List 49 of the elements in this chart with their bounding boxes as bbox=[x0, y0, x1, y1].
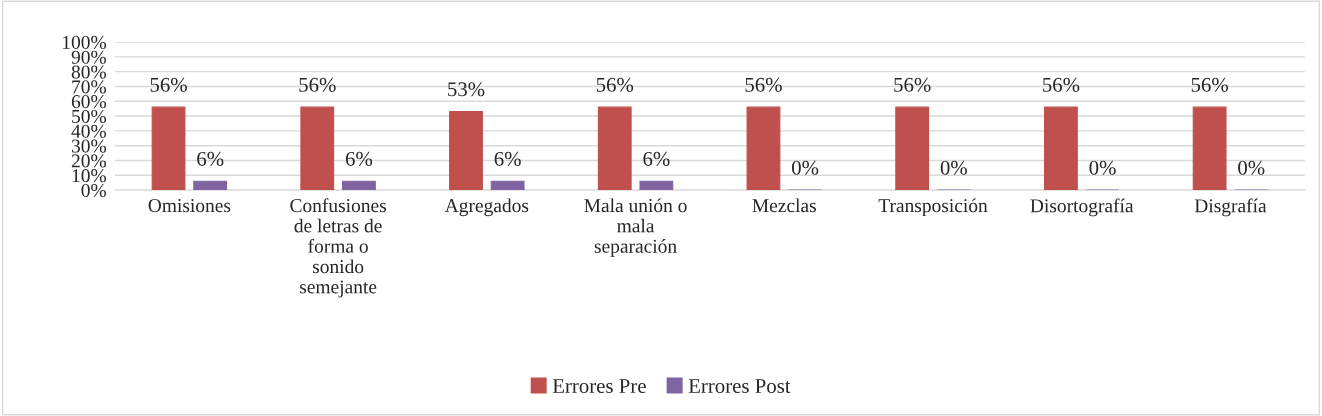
bar bbox=[639, 180, 674, 191]
bar bbox=[490, 180, 525, 191]
x-tick-label: Omisiones bbox=[148, 199, 231, 213]
bar bbox=[1043, 106, 1078, 191]
bar bbox=[449, 111, 483, 191]
y-tick-label: 20% bbox=[71, 154, 107, 168]
bar bbox=[746, 106, 781, 191]
y-tick-label: 30% bbox=[71, 139, 107, 153]
bar bbox=[342, 180, 376, 191]
bar bbox=[895, 106, 930, 191]
data-label: 56% bbox=[894, 77, 931, 92]
data-label: 53% bbox=[448, 82, 485, 97]
data-label: 6% bbox=[643, 151, 670, 166]
y-tick-label: 10% bbox=[72, 169, 107, 183]
y-tick-label: 100% bbox=[63, 35, 107, 50]
data-label: 6% bbox=[197, 151, 224, 166]
data-label: 0% bbox=[792, 160, 819, 175]
bar bbox=[597, 106, 632, 191]
legend-label: Errores Pre bbox=[552, 379, 646, 394]
data-label: 56% bbox=[1043, 77, 1080, 92]
data-label: 56% bbox=[1191, 77, 1229, 92]
x-tick-label: Agregados bbox=[444, 198, 529, 217]
y-tick-label: 0% bbox=[81, 183, 107, 198]
x-tick-label: Mala unión o mala separación bbox=[584, 198, 687, 257]
bar bbox=[151, 106, 186, 191]
bar bbox=[300, 106, 335, 191]
y-tick-label: 90% bbox=[71, 50, 107, 64]
bar bbox=[193, 180, 228, 191]
data-label: 56% bbox=[150, 77, 187, 92]
x-tick-label: Disortografía bbox=[1030, 198, 1134, 217]
data-label: 56% bbox=[299, 77, 336, 92]
data-label: 0% bbox=[1238, 160, 1265, 175]
x-tick-label: Disgrafía bbox=[1194, 198, 1267, 217]
legend-label: Errores Post bbox=[688, 379, 791, 394]
x-tick-label: Mezclas bbox=[752, 198, 816, 213]
data-label: 6% bbox=[345, 151, 373, 166]
bar bbox=[1192, 106, 1227, 191]
data-label: 0% bbox=[1089, 160, 1116, 175]
y-tick-label: 70% bbox=[72, 80, 107, 94]
data-label: 6% bbox=[494, 151, 521, 166]
y-tick-label: 50% bbox=[72, 109, 107, 124]
x-tick-label: Transposición bbox=[878, 198, 988, 217]
y-tick-label: 40% bbox=[71, 124, 107, 138]
data-label: 0% bbox=[940, 160, 967, 175]
x-tick-label: Confusiones de letras de forma o sonido semejante bbox=[290, 198, 387, 298]
y-tick-label: 60% bbox=[71, 95, 107, 109]
data-label: 56% bbox=[745, 77, 782, 92]
data-label: 56% bbox=[596, 77, 634, 92]
y-tick-label: 80% bbox=[71, 65, 107, 79]
